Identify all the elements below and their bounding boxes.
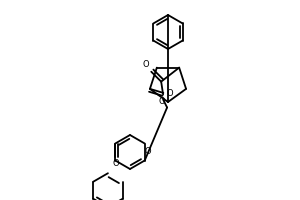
Text: O: O xyxy=(113,160,120,168)
Text: O: O xyxy=(142,60,149,69)
Text: O: O xyxy=(159,97,165,106)
Text: O: O xyxy=(144,148,151,156)
Text: O: O xyxy=(166,89,173,98)
